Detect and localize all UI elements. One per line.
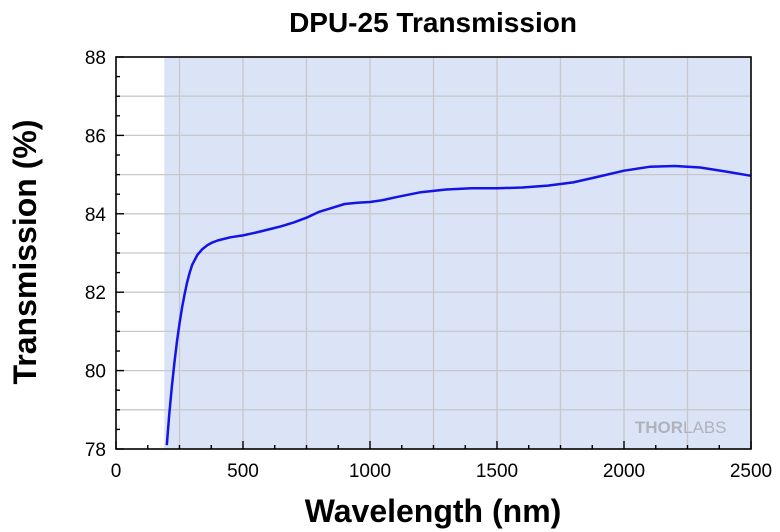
x-tick-label: 2500: [730, 461, 772, 482]
y-tick-label: 78: [85, 440, 106, 461]
x-tick-label: 1000: [349, 461, 391, 482]
y-tick-label: 80: [85, 362, 106, 383]
axis-ticks: 0 500 1000 1500 2000 2500 78 80 82 84 86 88: [85, 48, 772, 482]
y-axis-label: Transmission (%): [7, 120, 43, 385]
transmission-series-line: [165, 164, 752, 446]
y-tick-label: 82: [85, 283, 106, 304]
y-tick-label: 88: [85, 48, 106, 69]
chart-title: DPU-25 Transmission: [289, 7, 577, 38]
x-tick-label: 1500: [476, 461, 518, 482]
x-axis-label: Wavelength (nm): [305, 493, 562, 529]
x-tick-label: 0: [111, 461, 122, 482]
x-tick-label: 2000: [603, 461, 645, 482]
grid-lines: [116, 57, 751, 449]
watermark-right: LABS: [683, 418, 726, 437]
thorlabs-watermark: THOR LABS: [635, 418, 727, 437]
y-tick-label: 84: [85, 205, 107, 226]
y-tick-label: 86: [85, 126, 106, 147]
watermark-left: THOR: [635, 418, 683, 437]
x-tick-label: 500: [227, 461, 259, 482]
